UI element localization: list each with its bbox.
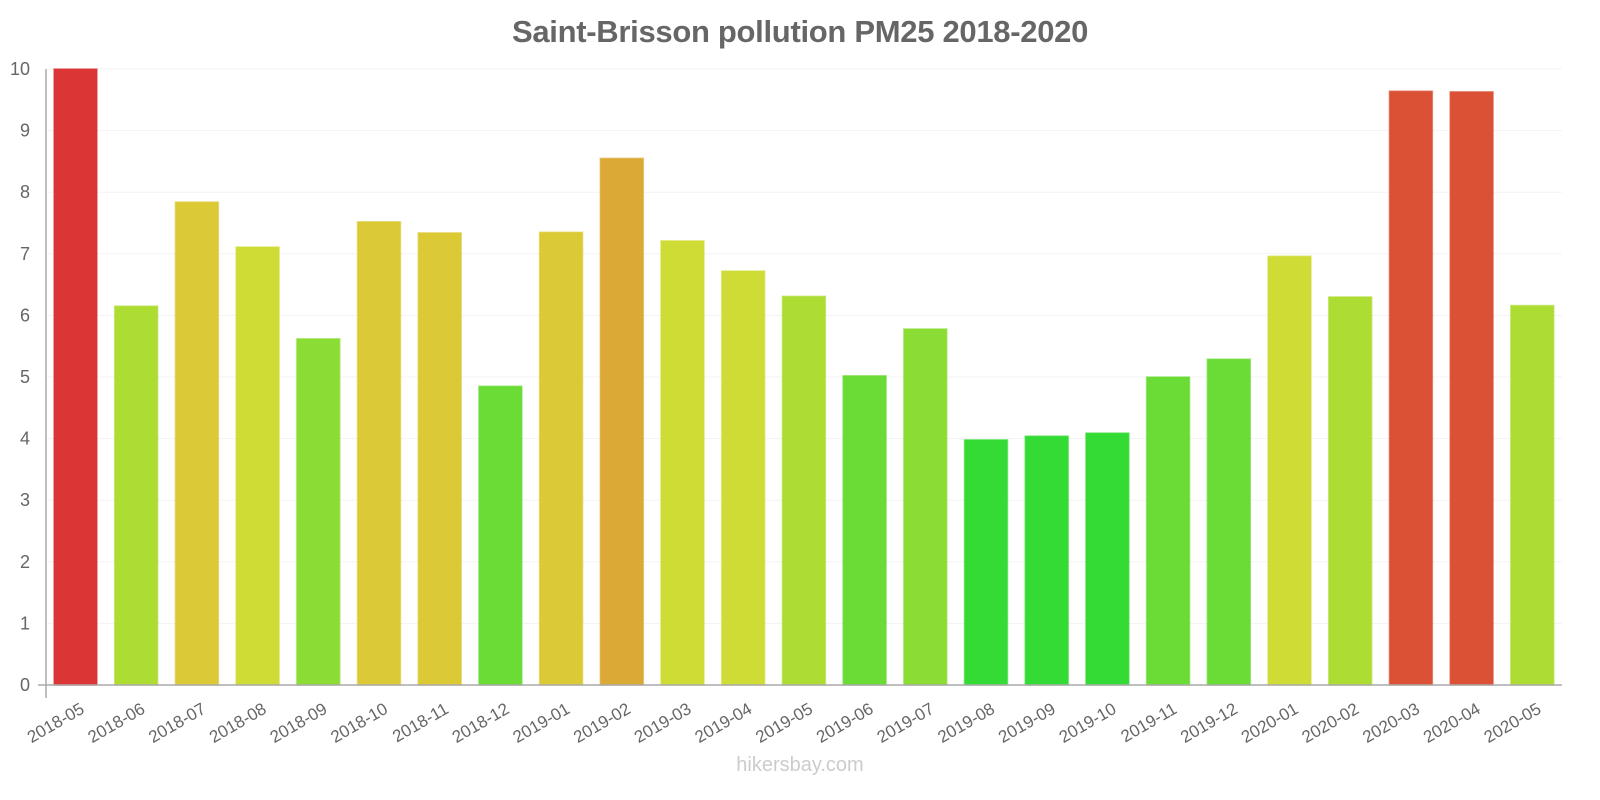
y-tick-label: 10 <box>10 59 30 79</box>
x-tick-label: 2018-05 <box>24 699 88 747</box>
watermark: hikersbay.com <box>736 754 864 776</box>
y-tick-label: 9 <box>20 121 30 141</box>
x-axis-ticks: 2018-052018-062018-072018-082018-092018-… <box>24 699 1544 747</box>
bar-2020-01: 2020-01: 6.96 <box>1267 255 1312 686</box>
x-tick-label: 2018-12 <box>449 699 513 747</box>
x-tick-label: 2019-10 <box>1056 699 1120 747</box>
x-tick-label: 2019-07 <box>874 699 938 747</box>
y-tick-label: 7 <box>20 244 30 264</box>
y-tick-label: 0 <box>20 675 30 695</box>
bar-2019-05: 2019-05: 6.31 <box>781 295 827 686</box>
bar-2019-08: 2019-08: 3.98 <box>963 439 1009 686</box>
bars: 2018-05: 10 2018-06: 6.15 2018-07: 7.84 201… <box>53 68 1555 686</box>
x-tick-label: 2018-07 <box>145 699 209 747</box>
y-tick-label: 2 <box>20 552 30 572</box>
x-tick-label: 2020-02 <box>1299 699 1363 747</box>
bar-2019-12: 2019-12: 5.29 <box>1206 358 1252 686</box>
bar-2019-02: 2019-02: 8.55 <box>599 157 645 686</box>
y-tick-label: 4 <box>20 429 30 449</box>
x-tick-label: 2019-06 <box>813 699 877 747</box>
x-tick-label: 2019-12 <box>1177 699 1241 747</box>
x-tick-label: 2019-08 <box>934 699 998 747</box>
bar-2019-10: 2019-10: 4.09 <box>1085 432 1130 686</box>
x-tick-label: 2018-10 <box>327 699 391 747</box>
x-tick-label: 2018-09 <box>267 699 331 747</box>
bar-2020-03: 2020-03: 9.64 <box>1388 90 1434 686</box>
bar-2019-11: 2019-11: 5 <box>1145 376 1191 686</box>
y-axis-ticks: 0 1 2 3 4 5 6 7 8 9 10 <box>10 59 30 695</box>
bar-2019-03: 2019-03: 7.21 <box>660 240 705 686</box>
bar-2018-11: 2018-11: 7.34 <box>417 232 462 686</box>
y-tick-label: 8 <box>20 182 30 202</box>
x-tick-label: 2019-04 <box>692 699 756 747</box>
bar-2020-04: 2020-04: 9.63 <box>1449 91 1494 686</box>
bar-2020-05: 2020-05: 6.16 <box>1510 304 1555 686</box>
x-tick-label: 2019-11 <box>1118 699 1180 746</box>
x-tick-label: 2018-06 <box>85 699 149 747</box>
x-tick-label: 2019-02 <box>570 699 634 747</box>
y-tick-label: 6 <box>20 305 30 325</box>
y-tick-label: 3 <box>20 490 30 510</box>
bar-2018-10: 2018-10: 7.52 <box>356 221 402 686</box>
bar-2018-12: 2018-12: 4.85 <box>478 385 523 686</box>
chart-title: Saint-Brisson pollution PM25 2018-2020 <box>511 14 1089 49</box>
x-tick-label: 2019-01 <box>510 699 574 747</box>
bar-2018-05: 2018-05: 10 <box>53 68 98 686</box>
bar-2018-07: 2018-07: 7.84 <box>174 201 220 686</box>
bar-2019-07: 2019-07: 5.78 <box>903 328 948 686</box>
x-tick-label: 2018-08 <box>206 699 270 747</box>
bar-2019-01: 2019-01: 7.35 <box>538 231 584 686</box>
bar-2018-09: 2018-09: 5.62 <box>296 338 341 686</box>
x-tick-label: 2018-11 <box>389 699 451 746</box>
y-tick-label: 1 <box>20 613 30 633</box>
x-tick-label: 2019-05 <box>752 699 816 747</box>
bar-2020-02: 2020-02: 6.3 <box>1327 296 1373 686</box>
x-tick-label: 2020-04 <box>1420 699 1484 747</box>
y-tick-label: 5 <box>20 367 30 387</box>
bar-2018-08: 2018-08: 7.11 <box>235 246 280 686</box>
x-tick-label: 2019-09 <box>995 699 1059 747</box>
bar-2019-06: 2019-06: 5.02 <box>842 375 887 686</box>
bar-2019-04: 2019-04: 6.72 <box>720 270 766 686</box>
x-tick-label: 2020-03 <box>1359 699 1423 747</box>
x-tick-label: 2020-01 <box>1238 699 1302 747</box>
x-tick-label: 2019-03 <box>631 699 695 747</box>
axes <box>38 69 1562 698</box>
bar-2019-09: 2019-09: 4.04 <box>1024 435 1069 686</box>
x-tick-label: 2020-05 <box>1481 699 1545 747</box>
bar-2018-06: 2018-06: 6.15 <box>113 305 159 686</box>
